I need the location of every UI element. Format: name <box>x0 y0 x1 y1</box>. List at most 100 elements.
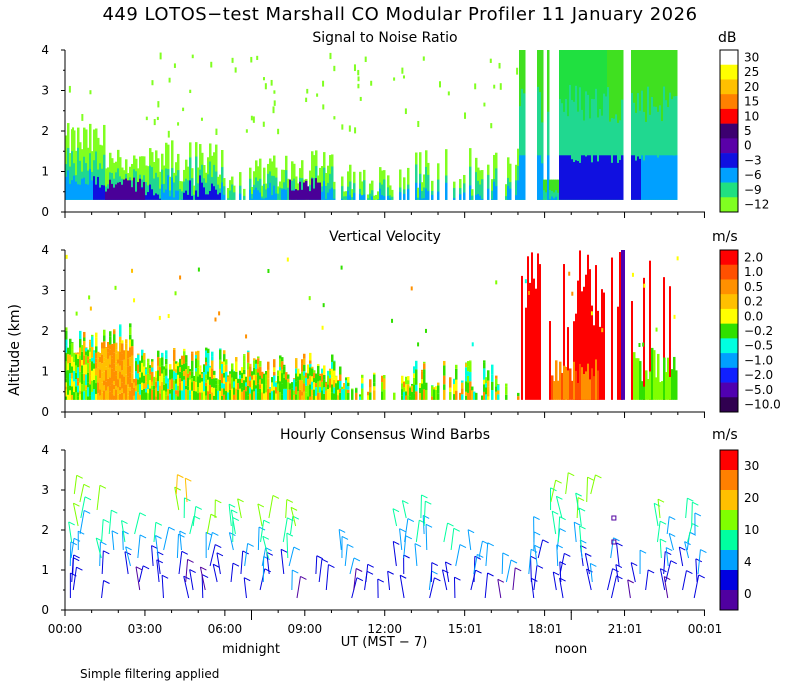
vv-cell <box>133 379 136 383</box>
vv-cell <box>103 335 106 342</box>
wind-barb-flag <box>559 516 566 521</box>
vv-cell <box>455 368 458 380</box>
snr-cell <box>671 99 674 200</box>
vv-cell <box>421 379 424 384</box>
vv-cell <box>115 365 118 371</box>
colorbar-swatch <box>720 108 738 124</box>
vv-cell <box>587 254 589 400</box>
snr-cell <box>367 194 370 200</box>
vv-cell <box>131 368 134 374</box>
colorbar-label: 1.0 <box>744 265 763 279</box>
vv-cell <box>137 373 140 380</box>
vv-cell <box>197 376 200 388</box>
vv-cell <box>211 351 214 357</box>
wind-barb <box>70 538 75 559</box>
vv-cell <box>219 390 222 400</box>
wind-barb-flag <box>232 562 240 567</box>
snr-speck <box>262 77 265 81</box>
wind-barb <box>530 556 532 583</box>
snr-cell <box>275 177 278 200</box>
wind-barb-flag <box>664 551 672 555</box>
snr-cell <box>371 180 374 200</box>
vv-cell <box>159 366 162 377</box>
vv-cell <box>437 382 440 386</box>
vv-cell <box>491 374 494 382</box>
vv-cell <box>243 390 246 400</box>
vv-cell <box>401 383 404 390</box>
snr-cell <box>581 155 584 200</box>
vv-cell <box>113 363 116 368</box>
wind-barb <box>578 507 582 527</box>
vv-cell <box>77 396 80 400</box>
vv-cell <box>291 382 294 389</box>
snr-cell <box>459 194 462 200</box>
vv-cell <box>593 376 596 400</box>
vv-cell <box>305 372 308 378</box>
snr-cell <box>591 162 594 200</box>
vv-cell <box>241 391 244 400</box>
wind-barb-flag <box>187 558 194 563</box>
wind-barb-flag <box>421 494 428 499</box>
vv-cell <box>215 380 218 385</box>
vv-cell <box>425 389 428 400</box>
snr-cell <box>291 161 294 200</box>
vv-cell <box>83 373 86 381</box>
vv-cell <box>189 394 192 400</box>
vv-cell <box>101 363 104 373</box>
vv-cell <box>335 390 338 400</box>
wind-barb-flag <box>647 569 655 574</box>
vv-cell <box>121 392 124 400</box>
vv-speck <box>322 303 325 308</box>
snr-cell <box>125 178 128 200</box>
vv-cell <box>91 357 94 362</box>
colorbar-label: −3 <box>744 153 762 167</box>
footnote: Simple filtering applied <box>80 667 220 681</box>
vv-cell <box>169 393 172 400</box>
wind-barb <box>228 532 234 551</box>
vv-cell <box>103 329 106 336</box>
x-tick-label: 18:01 <box>528 622 563 636</box>
wind-barb-flag <box>533 516 540 521</box>
wind-barb-flag <box>189 569 196 573</box>
vv-cell <box>323 379 326 388</box>
wind-barb <box>659 568 666 591</box>
vv-cell <box>195 367 198 372</box>
wind-barb-flag <box>575 492 582 497</box>
vv-cell <box>257 383 260 393</box>
snr-cell <box>271 195 274 200</box>
snr-speck <box>262 121 265 127</box>
snr-cell <box>403 177 406 200</box>
wind-barb-flag <box>475 569 482 574</box>
wind-barb-flag <box>70 541 78 546</box>
vv-cell <box>293 390 296 395</box>
snr-cell <box>105 168 108 200</box>
snr-cell <box>387 187 390 200</box>
vv-cell <box>343 383 346 389</box>
vv-cell <box>319 375 322 381</box>
vv-cell <box>373 386 376 391</box>
wind-barb <box>512 567 516 591</box>
vv-cell <box>421 369 424 372</box>
vv-cell <box>171 388 174 400</box>
wind-barb <box>111 530 115 551</box>
vv-cell <box>245 376 248 383</box>
snr-cell <box>155 193 158 200</box>
wind-barb-flag <box>151 545 158 550</box>
vv-cell <box>333 361 336 371</box>
wind-barb-flag <box>356 577 364 582</box>
snr-cell <box>655 106 658 200</box>
vv-cell <box>199 382 202 393</box>
snr-cell <box>285 189 288 200</box>
wind-barb-flag <box>578 507 586 512</box>
snr-cell <box>517 180 520 200</box>
vv-cell <box>275 381 278 383</box>
vv-speck <box>495 280 498 285</box>
vv-cell <box>169 369 172 380</box>
wind-barb-flag <box>692 501 699 506</box>
vv-cell <box>327 375 330 385</box>
vv-speck <box>601 328 604 333</box>
vv-cell <box>311 395 314 400</box>
snr-cell <box>169 176 172 200</box>
colorbar-label: −12 <box>744 198 769 212</box>
vv-cell <box>239 374 242 379</box>
